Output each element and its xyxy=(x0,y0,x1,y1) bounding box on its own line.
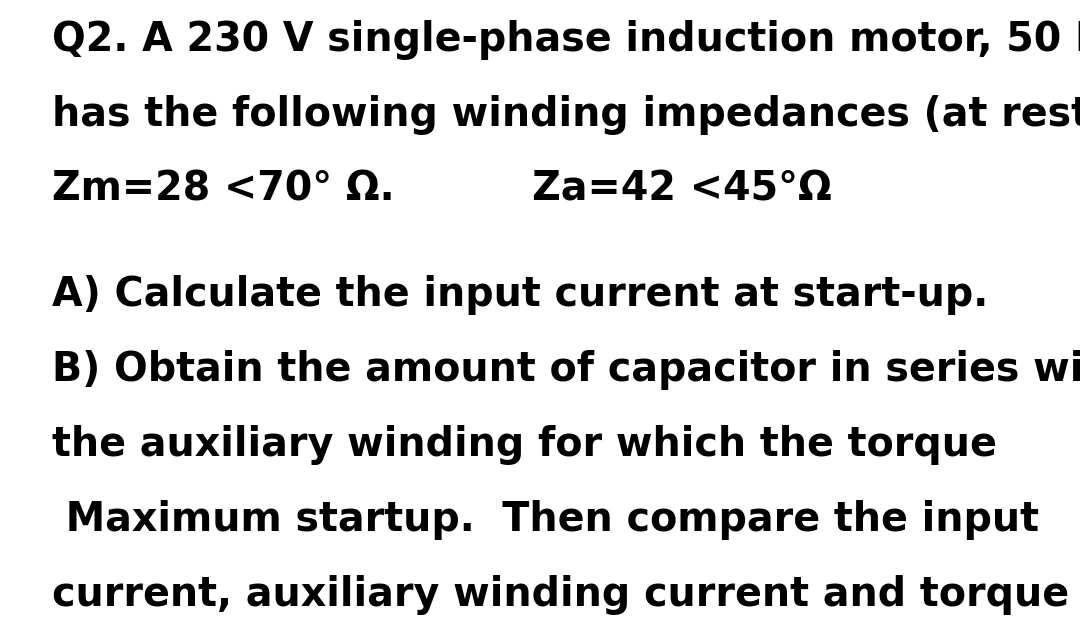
Text: Q2. A 230 V single-phase induction motor, 50 Hz,: Q2. A 230 V single-phase induction motor… xyxy=(52,20,1080,60)
Text: the auxiliary winding for which the torque: the auxiliary winding for which the torq… xyxy=(52,425,997,465)
Text: B) Obtain the amount of capacitor in series with: B) Obtain the amount of capacitor in ser… xyxy=(52,350,1080,390)
Text: Zm=28 <70° Ω.          Za=42 <45°Ω: Zm=28 <70° Ω. Za=42 <45°Ω xyxy=(52,170,832,210)
Text: A) Calculate the input current at start-up.: A) Calculate the input current at start-… xyxy=(52,275,988,315)
Text: has the following winding impedances (at rest):: has the following winding impedances (at… xyxy=(52,95,1080,135)
Text: Maximum startup.  Then compare the input: Maximum startup. Then compare the input xyxy=(52,500,1039,540)
Text: current, auxiliary winding current and torque all: current, auxiliary winding current and t… xyxy=(52,575,1080,615)
